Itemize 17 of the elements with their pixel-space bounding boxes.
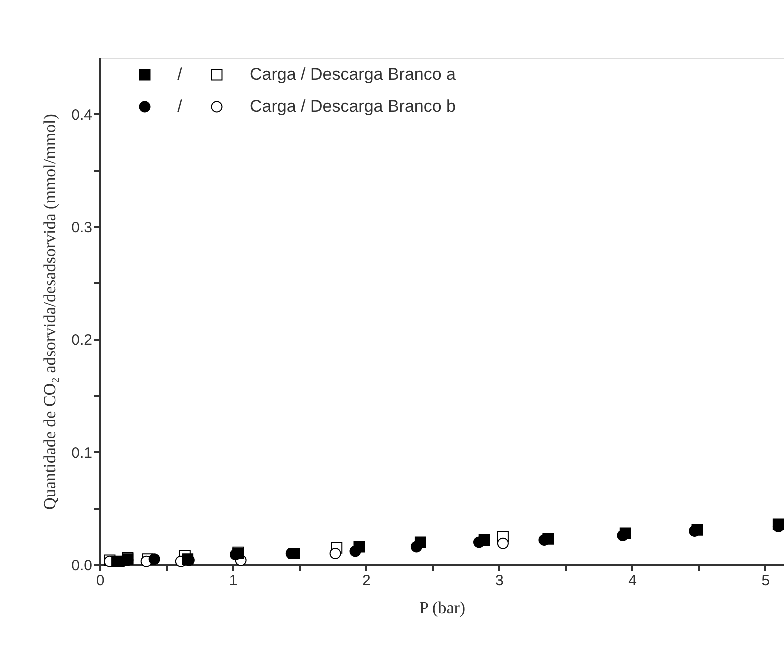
y-tick-label: 0.3 <box>72 220 92 236</box>
annotation: / <box>178 97 183 116</box>
x-tick-label: 1 <box>229 572 238 590</box>
x-axis-title: P (bar) <box>419 598 466 618</box>
y-axis-title: Quantidade de CO₂ adsorvida/desadsorvida (mmol/mmol) <box>40 114 60 510</box>
x-tick-label: 2 <box>362 572 371 590</box>
legend-label: Carga / Descarga Branco a <box>250 65 457 84</box>
x-tick-label: 4 <box>628 572 637 590</box>
x-tick-label: 0 <box>96 572 105 590</box>
annotation: / <box>178 65 183 84</box>
y-tick-label: 0.4 <box>72 106 92 124</box>
x-tick-label: 5 <box>762 572 770 590</box>
legend-label: Carga / Descarga Branco b <box>250 97 456 116</box>
y-tick-label: 0.0 <box>72 558 92 574</box>
x-tick-label: 3 <box>496 572 504 590</box>
y-tick-label: 0.1 <box>72 444 92 462</box>
y-tick-label: 0.2 <box>72 332 92 350</box>
